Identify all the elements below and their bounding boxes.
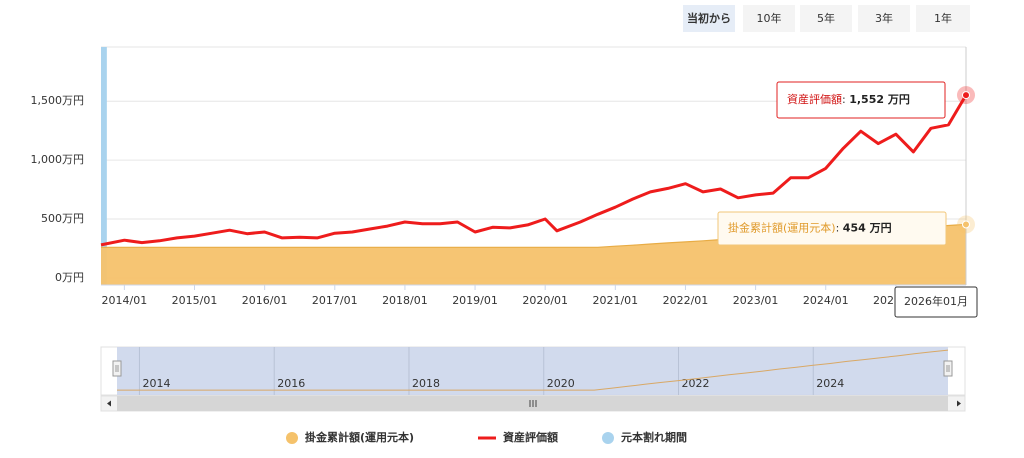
x-tick-label: 2022/01 <box>663 294 709 307</box>
navigator-label: 2018 <box>412 377 440 390</box>
tooltip-value: 454 万円 <box>843 222 892 235</box>
legend-label[interactable]: 元本割れ期間 <box>621 430 687 444</box>
handle-body[interactable] <box>943 360 953 377</box>
navigator-label: 2014 <box>142 377 170 390</box>
tooltip-value: 1,552 万円 <box>849 93 910 106</box>
range-button[interactable]: 当初から <box>683 5 735 32</box>
tooltip-name: 掛金累計額(運用元本) <box>728 221 836 235</box>
x-tick-label: 2016/01 <box>242 294 288 307</box>
x-tick-label: 2017/01 <box>312 294 358 307</box>
legend-label[interactable]: 掛金累計額(運用元本) <box>305 430 414 444</box>
legend-symbol[interactable] <box>602 432 614 444</box>
legend-item[interactable]: 元本割れ期間 <box>602 430 687 444</box>
handle-body[interactable] <box>112 360 122 377</box>
navigator-line <box>117 349 949 391</box>
hover-marker <box>962 220 970 229</box>
navigator-label: 2024 <box>816 377 844 390</box>
x-tick-label: 2020/01 <box>522 294 568 307</box>
scroll-right[interactable] <box>957 400 961 407</box>
button-bg[interactable] <box>743 5 795 32</box>
tooltip: 掛金累計額(運用元本): 454 万円 <box>717 211 947 246</box>
button-label[interactable]: 1年 <box>934 11 952 25</box>
y-tick-label: 500万円 <box>41 212 84 225</box>
navigator-handle[interactable] <box>943 360 953 377</box>
tooltip-box <box>717 211 947 246</box>
navigator-handle[interactable] <box>112 360 122 377</box>
y-tick-label: 1,500万円 <box>31 94 85 107</box>
tooltip-text: 掛金累計額(運用元本): 454 万円 <box>728 221 892 235</box>
y-tick-label: 1,000万円 <box>31 153 85 166</box>
legend-item[interactable]: 掛金累計額(運用元本) <box>286 430 414 444</box>
button-bg[interactable] <box>916 5 970 32</box>
x-tick-label: 2023/01 <box>733 294 779 307</box>
range-button[interactable]: 1年 <box>916 5 970 32</box>
navigator-label: 2022 <box>681 377 709 390</box>
range-button[interactable]: 10年 <box>743 5 795 32</box>
button-label[interactable]: 5年 <box>817 11 835 25</box>
date-tooltip: 2026年01月 <box>904 294 968 308</box>
x-tick-label: 2018/01 <box>382 294 428 307</box>
legend-item[interactable]: 資産評価額 <box>478 430 558 444</box>
navigator-label: 2016 <box>277 377 305 390</box>
x-tick-label: 2021/01 <box>592 294 638 307</box>
scroll-left[interactable] <box>107 400 111 407</box>
button-label[interactable]: 10年 <box>757 11 782 25</box>
line <box>100 94 968 247</box>
date-tooltip-box <box>894 286 978 318</box>
legend-label[interactable]: 資産評価額 <box>503 430 558 444</box>
range-button[interactable]: 5年 <box>800 5 852 32</box>
navigator-label: 2020 <box>547 377 575 390</box>
button-label[interactable]: 3年 <box>875 11 893 25</box>
shortfall-band <box>101 47 107 285</box>
tooltip-separator: : <box>836 222 843 235</box>
navigator-mask <box>117 347 948 395</box>
y-tick-label: 0万円 <box>55 271 84 284</box>
tooltip-text: 資産評価額: 1,552 万円 <box>787 92 910 106</box>
range-button[interactable]: 3年 <box>858 5 910 32</box>
tooltip: 資産評価額: 1,552 万円 <box>776 81 946 119</box>
x-tick-label: 2024/01 <box>803 294 849 307</box>
button-bg[interactable] <box>858 5 910 32</box>
x-tick-label: 2015/01 <box>172 294 218 307</box>
x-tick-label: 2014/01 <box>102 294 148 307</box>
tooltip-name: 資産評価額 <box>787 92 842 106</box>
hover-marker <box>962 91 970 100</box>
x-tick-label: 2019/01 <box>452 294 498 307</box>
button-bg[interactable] <box>800 5 852 32</box>
tooltip-box <box>776 81 946 119</box>
tooltip-separator: : <box>842 93 849 106</box>
button-bg[interactable] <box>683 5 735 32</box>
button-label[interactable]: 当初から <box>687 11 731 25</box>
legend-symbol[interactable] <box>286 432 298 444</box>
